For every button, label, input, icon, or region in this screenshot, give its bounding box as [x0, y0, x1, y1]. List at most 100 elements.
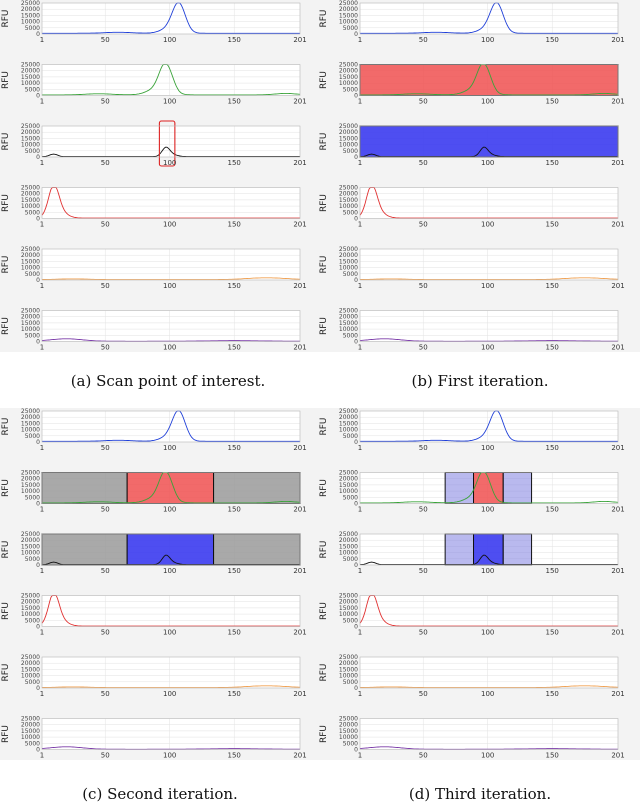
y-tick-label: 20000: [21, 722, 40, 729]
x-tick-label: 150: [228, 690, 241, 698]
y-tick-label: 10000: [21, 427, 40, 434]
y-tick-label: 5000: [343, 740, 358, 747]
x-tick-label: 50: [419, 159, 428, 167]
x-tick-label: 50: [419, 344, 428, 352]
x-tick-label: 1: [40, 159, 44, 167]
plot-frame: [359, 533, 619, 566]
y-tick-label: 0: [354, 562, 358, 569]
series-line: [42, 554, 300, 566]
y-tick-label: 25000: [21, 62, 40, 69]
y-tick-label: 15000: [339, 12, 358, 19]
x-tick-label: 150: [546, 444, 559, 452]
x-tick-label: 1: [358, 444, 362, 452]
x-tick-label: 201: [293, 752, 306, 760]
x-tick-label: 1: [358, 36, 362, 44]
plot-frame: [41, 595, 301, 627]
plot-frame: [41, 718, 301, 750]
x-tick-label: 100: [481, 98, 494, 106]
plot-area: [42, 3, 300, 34]
x-tick-label: 1: [358, 282, 362, 290]
plot-area: [42, 249, 300, 280]
y-tick-label: 10000: [339, 673, 358, 680]
x-tick-label: 201: [611, 567, 624, 575]
plot-area: [42, 657, 300, 688]
y-tick-label: 15000: [339, 728, 358, 735]
x-tick-label: 100: [163, 752, 176, 760]
y-tick-label: 25000: [339, 185, 358, 192]
series-line: [41, 187, 300, 219]
y-tick-label: 25000: [339, 470, 358, 477]
x-tick-label: 100: [481, 690, 494, 698]
x-tick-label: 150: [546, 159, 559, 167]
y-tick-label: 15000: [21, 543, 40, 550]
y-tick-label: 5000: [25, 679, 40, 686]
y-tick-label: 5000: [343, 209, 358, 216]
y-tick-label: 10000: [339, 142, 358, 149]
x-tick-label: 50: [419, 690, 428, 698]
y-axis-label: RFU: [319, 9, 329, 27]
y-tick-label: 25000: [339, 123, 358, 130]
y-axis-label: RFU: [319, 479, 329, 497]
y-tick-label: 25000: [339, 62, 358, 69]
x-tick-label: 150: [228, 344, 241, 352]
y-tick-label: 5000: [25, 209, 40, 216]
x-tick-label: 50: [101, 36, 110, 44]
y-tick-label: 15000: [339, 482, 358, 489]
series-line: [42, 2, 300, 34]
x-tick-label: 150: [228, 98, 241, 106]
x-tick-label: 100: [481, 159, 494, 167]
y-tick-label: 10000: [339, 488, 358, 495]
y-tick-label: 0: [354, 31, 358, 38]
x-tick-label: 1: [40, 98, 44, 106]
x-tick-label: 100: [163, 506, 176, 514]
y-tick-label: 0: [354, 439, 358, 446]
plot-frame: [41, 248, 301, 281]
x-tick-label: 50: [419, 629, 428, 637]
x-tick-label: 1: [40, 344, 44, 352]
y-tick-label: 25000: [339, 593, 358, 600]
y-tick-label: 20000: [21, 314, 40, 321]
x-tick-label: 50: [101, 506, 110, 514]
y-tick-label: 25000: [21, 0, 40, 7]
y-tick-label: 10000: [339, 203, 358, 210]
y-axis-label: RFU: [1, 317, 11, 335]
y-tick-label: 10000: [21, 80, 40, 87]
highlight-span: [444, 533, 475, 566]
y-axis-label: RFU: [319, 602, 329, 620]
x-tick-label: 201: [611, 752, 624, 760]
highlight-span: [41, 472, 128, 504]
y-tick-label: 15000: [21, 666, 40, 673]
y-tick-label: 20000: [21, 599, 40, 606]
x-tick-label: 50: [101, 752, 110, 760]
x-tick-label: 201: [611, 159, 624, 167]
y-tick-label: 15000: [21, 420, 40, 427]
x-tick-label: 100: [481, 567, 494, 575]
y-tick-label: 20000: [339, 660, 358, 667]
x-tick-label: 201: [293, 221, 306, 229]
x-tick-label: 50: [419, 444, 428, 452]
y-tick-label: 10000: [21, 142, 40, 149]
x-tick-label: 1: [358, 159, 362, 167]
y-tick-label: 25000: [21, 123, 40, 130]
plot-area: [360, 187, 618, 219]
y-tick-label: 0: [36, 685, 40, 692]
x-tick-label: 201: [611, 36, 624, 44]
x-tick-label: 150: [228, 221, 241, 229]
x-tick-label: 50: [101, 444, 110, 452]
y-tick-label: 0: [354, 277, 358, 284]
y-tick-label: 15000: [339, 135, 358, 142]
y-tick-label: 10000: [21, 203, 40, 210]
y-tick-label: 0: [36, 562, 40, 569]
y-tick-label: 25000: [21, 246, 40, 253]
x-tick-label: 100: [481, 36, 494, 44]
series-line: [42, 472, 301, 504]
y-tick-label: 5000: [25, 332, 40, 339]
y-tick-label: 0: [354, 93, 358, 100]
y-tick-label: 15000: [21, 605, 40, 612]
y-tick-label: 0: [354, 624, 358, 631]
